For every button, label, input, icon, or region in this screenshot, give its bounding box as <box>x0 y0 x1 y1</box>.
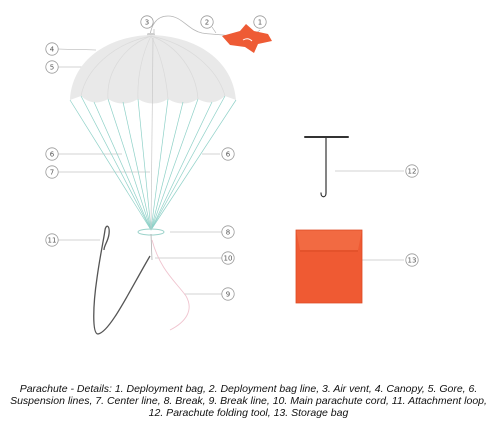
callout-circle <box>221 225 235 239</box>
callout-circle <box>221 287 235 301</box>
callout-number: 5 <box>50 63 54 71</box>
callout-8: 8 <box>221 225 235 239</box>
callout-number: 4 <box>50 45 55 53</box>
callout-number: 6 <box>50 150 55 158</box>
callout-circle <box>200 15 214 29</box>
callout-circle <box>45 60 59 74</box>
callout-13: 13 <box>405 253 419 267</box>
main-parachute-cord <box>150 233 153 261</box>
figure-caption: Parachute - Details: 1. Deployment bag, … <box>10 383 487 419</box>
callout-circle <box>405 253 419 267</box>
callout-circle <box>140 15 154 29</box>
callout-number: 3 <box>145 18 149 26</box>
callout-3: 3 <box>140 15 154 29</box>
callout-circle <box>45 233 59 247</box>
callout-2: 2 <box>200 15 214 29</box>
callout-circle <box>221 147 235 161</box>
callout-number: 13 <box>408 256 417 264</box>
callout-circle <box>45 42 59 56</box>
suspension-lines <box>69 95 237 231</box>
callout-number: 10 <box>224 254 233 262</box>
leader-lines <box>57 26 404 295</box>
callout-circle <box>405 164 419 178</box>
callout-6: 6 <box>45 147 59 161</box>
deployment-bag-line <box>149 15 237 39</box>
center-line <box>150 37 154 231</box>
callout-12: 12 <box>405 164 419 178</box>
gore-seams <box>80 35 226 100</box>
callout-number: 9 <box>226 290 230 298</box>
storage-bag <box>295 229 363 304</box>
callout-number: 6 <box>226 150 231 158</box>
callout-6-2: 6 <box>221 147 235 161</box>
callout-5: 5 <box>45 60 59 74</box>
callout-1: 1 <box>253 15 267 29</box>
attachment-loop <box>93 225 151 335</box>
callout-circle <box>221 251 235 265</box>
callout-number: 7 <box>50 168 54 176</box>
callout-number: 12 <box>408 167 417 175</box>
callout-circle <box>45 147 59 161</box>
callout-number: 1 <box>258 18 262 26</box>
callout-10: 10 <box>221 251 235 265</box>
callout-circle <box>253 15 267 29</box>
callout-7: 7 <box>45 165 59 179</box>
parachute-folding-tool <box>304 136 349 198</box>
callout-circle <box>45 165 59 179</box>
break-line <box>151 239 190 331</box>
callout-number: 8 <box>226 228 230 236</box>
callout-4: 4 <box>45 42 59 56</box>
callout-number: 11 <box>48 236 57 244</box>
callout-number: 2 <box>205 18 209 26</box>
callout-11: 11 <box>45 233 59 247</box>
callout-9: 9 <box>221 287 235 301</box>
deployment-bag-fold <box>242 38 253 42</box>
